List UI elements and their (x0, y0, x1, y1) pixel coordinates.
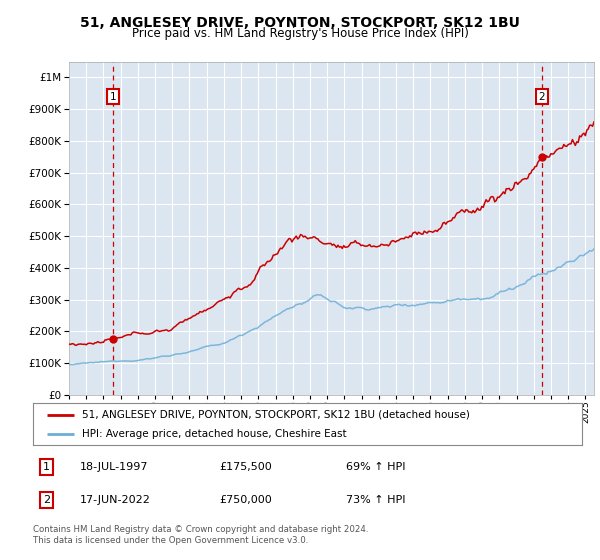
Text: Contains HM Land Registry data © Crown copyright and database right 2024.
This d: Contains HM Land Registry data © Crown c… (33, 525, 368, 545)
Text: 51, ANGLESEY DRIVE, POYNTON, STOCKPORT, SK12 1BU (detached house): 51, ANGLESEY DRIVE, POYNTON, STOCKPORT, … (82, 409, 470, 419)
Text: 69% ↑ HPI: 69% ↑ HPI (346, 462, 406, 472)
Text: 17-JUN-2022: 17-JUN-2022 (80, 495, 151, 505)
Text: 73% ↑ HPI: 73% ↑ HPI (346, 495, 406, 505)
Text: HPI: Average price, detached house, Cheshire East: HPI: Average price, detached house, Ches… (82, 429, 347, 439)
Text: 1: 1 (109, 91, 116, 101)
Text: 18-JUL-1997: 18-JUL-1997 (80, 462, 148, 472)
Text: 1: 1 (43, 462, 50, 472)
Text: 2: 2 (43, 495, 50, 505)
Text: 51, ANGLESEY DRIVE, POYNTON, STOCKPORT, SK12 1BU: 51, ANGLESEY DRIVE, POYNTON, STOCKPORT, … (80, 16, 520, 30)
Text: £750,000: £750,000 (220, 495, 272, 505)
Text: Price paid vs. HM Land Registry's House Price Index (HPI): Price paid vs. HM Land Registry's House … (131, 27, 469, 40)
Text: 2: 2 (538, 91, 545, 101)
Text: £175,500: £175,500 (220, 462, 272, 472)
